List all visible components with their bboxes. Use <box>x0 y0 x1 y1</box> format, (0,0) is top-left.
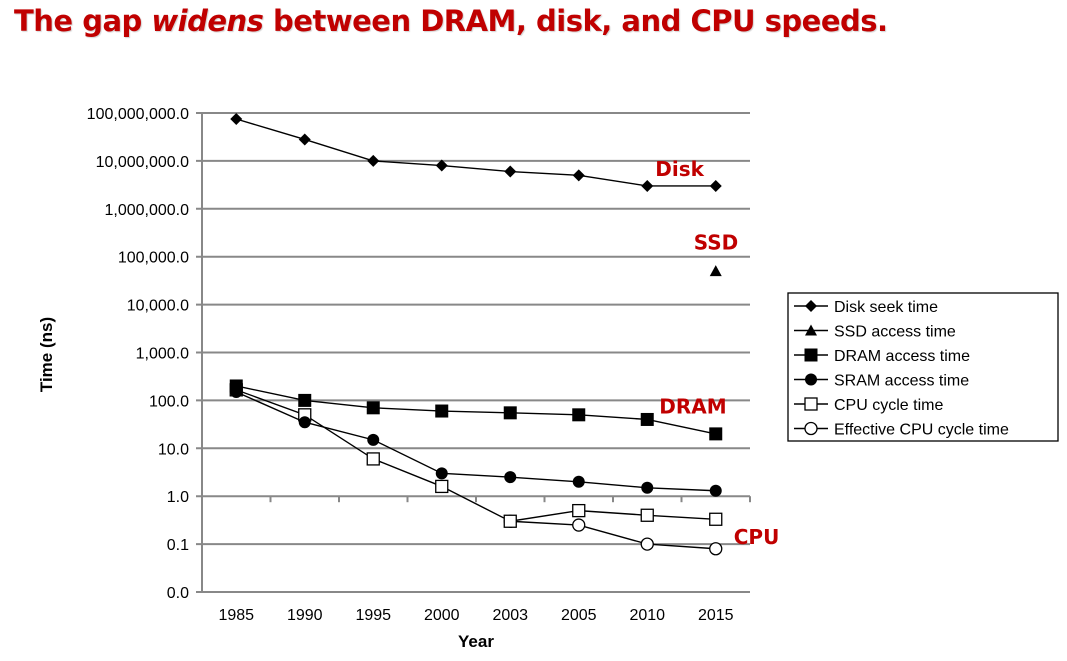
legend-item: DRAM access time <box>794 348 970 365</box>
data-point <box>230 112 243 125</box>
x-tick-label: 2010 <box>629 607 665 624</box>
x-tick-label: 2015 <box>698 607 734 624</box>
series <box>229 112 723 556</box>
annotation-ssd: SSD <box>694 231 739 255</box>
data-point <box>572 169 585 182</box>
data-point <box>366 401 380 415</box>
series-line <box>236 118 716 187</box>
legend-item: Effective CPU cycle time <box>794 422 1009 439</box>
annotations: Disk SSD DRAM CPU <box>655 157 779 549</box>
data-point <box>572 408 586 422</box>
data-point <box>709 542 723 556</box>
y-tick-label: 10,000.0 <box>127 298 189 315</box>
gridlines <box>196 112 750 593</box>
series-dram-access-time <box>229 379 723 441</box>
legend-label: Effective CPU cycle time <box>834 422 1009 439</box>
legend-marker <box>805 373 817 386</box>
data-point <box>366 452 380 466</box>
data-point <box>504 165 517 178</box>
y-tick-label: 0.0 <box>167 585 189 602</box>
x-tick-label: 2003 <box>492 607 528 624</box>
title-emphasis: widens <box>151 4 264 38</box>
legend-item: SRAM access time <box>794 373 969 390</box>
data-point <box>504 471 517 484</box>
data-point <box>503 406 517 420</box>
legend-marker <box>805 324 817 336</box>
y-tick-label: 100,000,000.0 <box>87 106 189 123</box>
data-point <box>298 393 312 407</box>
data-point <box>298 133 311 146</box>
legend-marker <box>804 397 818 411</box>
series-effective-cpu-cycle-time <box>503 514 723 556</box>
data-point <box>572 475 585 488</box>
data-point <box>572 518 586 532</box>
data-point <box>298 416 311 429</box>
legend-marker <box>804 348 818 362</box>
legend-label: Disk seek time <box>834 299 938 316</box>
y-tick-label: 100.0 <box>149 393 189 410</box>
legend-item: CPU cycle time <box>794 397 943 414</box>
data-point <box>572 503 586 518</box>
slide-title: The gap widens between DRAM, disk, and C… <box>14 4 888 38</box>
annotation-dram: DRAM <box>659 394 726 418</box>
data-point <box>640 508 654 522</box>
y-tick-label: 100,000.0 <box>118 250 189 267</box>
data-point <box>435 467 448 480</box>
x-tick-label: 2005 <box>561 607 597 624</box>
x-tick-label: 1995 <box>355 607 391 624</box>
x-tick-label: 2000 <box>424 607 460 624</box>
title-part-2: between DRAM, disk, and CPU speeds. <box>263 4 888 38</box>
legend: Disk seek time SSD access time DRAM access… <box>787 292 1059 442</box>
annotation-cpu: CPU <box>734 525 780 549</box>
y-tick-label: 1,000,000.0 <box>104 202 189 219</box>
data-point <box>640 412 654 426</box>
data-point <box>435 159 448 172</box>
legend-item: Disk seek time <box>794 299 938 316</box>
series-disk-seek-time <box>230 112 722 192</box>
data-point <box>641 481 654 494</box>
data-point <box>709 265 722 277</box>
data-point <box>435 479 449 494</box>
data-point <box>435 404 449 418</box>
series-line <box>510 520 716 550</box>
y-tick-label: 0.1 <box>167 537 189 554</box>
series-cpu-cycle-time <box>229 383 723 528</box>
legend-label: SSD access time <box>834 324 956 341</box>
y-tick-label: 1.0 <box>167 489 189 506</box>
data-point <box>709 484 722 497</box>
series-sram-access-time <box>230 385 722 497</box>
data-point <box>367 154 380 167</box>
y-tick-label: 1,000.0 <box>136 346 189 363</box>
series-line <box>236 389 716 522</box>
data-point <box>709 179 722 192</box>
series-ssd-access-time <box>709 265 722 277</box>
legend-label: CPU cycle time <box>834 397 943 414</box>
title-part-1: The gap <box>14 4 152 38</box>
y-tick-label: 10.0 <box>158 441 189 458</box>
legend-marker <box>805 300 817 312</box>
data-point <box>503 514 517 528</box>
data-point <box>640 537 654 551</box>
data-point <box>367 433 380 446</box>
axes: 100,000,000.0 10,000,000.0 1,000,000.0 100,… <box>37 106 751 651</box>
legend-item: SSD access time <box>794 324 956 341</box>
annotation-disk: Disk <box>655 157 704 181</box>
legend-label: SRAM access time <box>834 373 969 390</box>
data-point <box>709 512 723 526</box>
legend-marker <box>804 421 818 436</box>
y-axis-title: Time (ns) <box>37 317 56 392</box>
data-point <box>709 427 723 441</box>
x-tick-label: 1990 <box>287 607 323 624</box>
data-point <box>641 179 654 192</box>
data-point <box>229 379 243 393</box>
legend-label: DRAM access time <box>834 348 970 365</box>
legend-box <box>787 292 1059 442</box>
series-line <box>236 385 716 435</box>
series-line <box>235 391 716 492</box>
x-axis-title: Year <box>458 632 494 651</box>
x-tick-label: 1985 <box>218 607 254 624</box>
y-tick-label: 10,000,000.0 <box>96 154 190 171</box>
